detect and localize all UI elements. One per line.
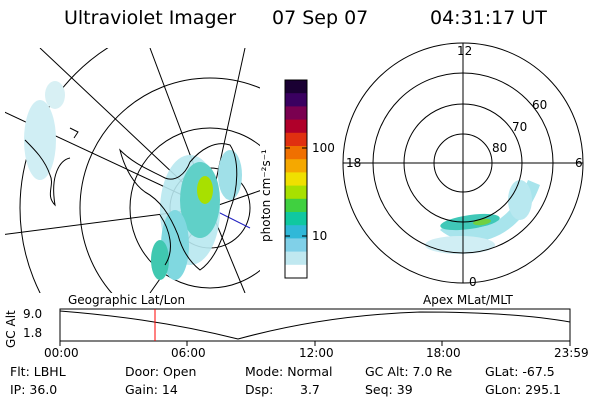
dsp-value: 3.7 [300, 382, 320, 397]
coastline [69, 127, 79, 139]
geographic-map [5, 48, 260, 293]
altitude-curve [59, 310, 571, 340]
colorbar-swatch [285, 159, 307, 173]
filter-info: Flt: LBHL [10, 364, 66, 379]
colorbar-tick-10: 10 [312, 229, 328, 243]
colorbar-swatch [285, 264, 307, 279]
colorbar-unit-label: photon cm⁻²s⁻¹ [259, 149, 273, 242]
time-label: 04:31:17 UT [430, 7, 547, 29]
gain-info: Gain: 14 [125, 382, 178, 397]
magnetic-polar-plot [342, 42, 584, 284]
time-tick-0000: 00:00 [44, 346, 79, 360]
colorbar-swatch [285, 198, 307, 213]
time-tick-1800: 18:00 [426, 346, 461, 360]
colorbar-swatch [285, 251, 307, 266]
colorbar-swatch [285, 119, 307, 134]
dsp-label: Dsp: [245, 382, 274, 397]
lat-circle [79, 77, 260, 293]
colorbar-swatch [285, 106, 307, 121]
colorbar-swatch [285, 238, 307, 253]
altitude-min-label: 1.8 [23, 326, 43, 340]
time-tick-2359: 23:59 [554, 346, 589, 360]
colorbar-swatch [285, 132, 307, 147]
date-label: 07 Sep 07 [272, 7, 369, 29]
altitude-strip [59, 308, 571, 346]
ip-info: IP: 36.0 [10, 382, 58, 397]
gc-alt-axis-label: GC Alt [4, 310, 18, 348]
coastline [24, 139, 71, 207]
altitude-max-label: 9.0 [23, 307, 43, 321]
colorbar [284, 79, 308, 279]
coastline-antarctica [119, 143, 238, 271]
geographic-caption: Geographic Lat/Lon [68, 293, 186, 307]
gc-alt-info: GC Alt: 7.0 Re [365, 364, 453, 379]
instrument-title: Ultraviolet Imager [64, 7, 237, 29]
seq-info: Seq: 39 [365, 382, 413, 397]
mlt-label-6: 6 [575, 156, 583, 170]
colorbar-swatch [285, 225, 307, 239]
colorbar-swatch [285, 146, 307, 160]
apex-caption: Apex MLat/MLT [423, 293, 513, 307]
door-info: Door: Open [125, 364, 197, 379]
mlt-label-18: 18 [346, 156, 362, 170]
colorbar-swatch [285, 212, 307, 226]
colorbar-swatch [285, 185, 307, 200]
glat-info: GLat: -67.5 [485, 364, 555, 379]
mlat-label-60: 60 [532, 98, 548, 112]
colorbar-tick-100: 100 [312, 141, 335, 155]
time-tick-0600: 06:00 [171, 346, 206, 360]
mlt-label-0: 0 [469, 275, 477, 289]
mlat-label-80: 80 [492, 141, 508, 155]
colorbar-swatch [285, 172, 307, 187]
auroral-oval [425, 180, 540, 254]
mlt-label-12: 12 [457, 44, 473, 58]
time-tick-1200: 12:00 [299, 346, 334, 360]
mode-info: Mode: Normal [245, 364, 333, 379]
coastline [159, 214, 171, 266]
auroral-emission [24, 81, 242, 280]
colorbar-swatch [285, 93, 307, 107]
lat-circle [19, 48, 109, 293]
mlat-label-70: 70 [512, 120, 528, 134]
glon-info: GLon: 295.1 [485, 382, 561, 397]
colorbar-swatch [285, 80, 307, 94]
lat-circle [129, 127, 260, 289]
